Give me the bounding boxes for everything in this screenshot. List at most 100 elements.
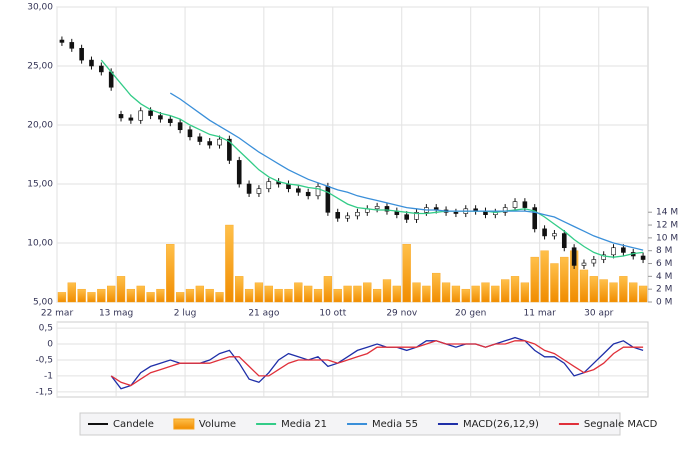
y2-tick-label: 8 M — [656, 246, 672, 256]
y-tick-label: -1,5 — [35, 387, 53, 397]
candle-body — [374, 206, 380, 210]
candle-body — [561, 233, 567, 249]
y2-tick-label: 14 M — [656, 208, 678, 218]
x-tick-label: 2 lug — [174, 309, 197, 319]
candle-body — [512, 201, 518, 208]
volume-bar — [441, 282, 451, 303]
volume-bar — [146, 292, 155, 303]
legend-label: Media 55 — [372, 419, 418, 430]
candle-body — [217, 138, 222, 146]
y-tick-label: 25,00 — [27, 62, 53, 72]
line-series — [100, 59, 644, 258]
candle-body — [296, 188, 301, 193]
candle-body — [167, 118, 173, 123]
candle-body — [552, 233, 557, 237]
candle-body — [118, 114, 124, 119]
candle-body — [158, 115, 163, 120]
price-panel — [56, 6, 649, 303]
volume-bar — [412, 282, 421, 303]
candle-body — [227, 138, 232, 161]
volume-bar — [195, 285, 204, 303]
volume-bar — [363, 282, 372, 303]
candle-body — [581, 262, 587, 266]
volume-bar — [353, 285, 362, 303]
candle-body — [197, 136, 203, 142]
volume-bar — [629, 282, 638, 303]
volume-bar — [235, 276, 244, 303]
y-tick-label: 5,00 — [33, 298, 53, 308]
volume-bar — [540, 250, 549, 303]
candle-body — [177, 122, 183, 131]
candle-body — [345, 215, 350, 219]
candle-body — [522, 201, 528, 208]
volume-bar — [67, 282, 76, 303]
volume-bar — [372, 288, 382, 303]
candle-body — [335, 212, 341, 219]
y2-tick-label: 12 M — [656, 221, 678, 231]
volume-bar — [638, 285, 648, 303]
x-tick-label: 22 mar — [41, 309, 74, 319]
legend-label: Segnale MACD — [584, 419, 658, 430]
candle-body — [207, 141, 212, 146]
volume-bar — [382, 279, 392, 303]
volume-bar — [294, 282, 303, 303]
y-tick-label: 20,00 — [27, 121, 53, 131]
volume-bar — [471, 285, 480, 303]
volume-bar — [343, 285, 352, 303]
candle-body — [571, 247, 577, 266]
volume-bar — [481, 282, 490, 303]
volume-bar — [392, 285, 401, 303]
volume-bar — [599, 279, 608, 303]
candle-body — [621, 247, 626, 253]
volume-bar — [619, 276, 628, 303]
volume-bar — [609, 282, 618, 303]
line-series — [169, 92, 644, 251]
volume-bar — [116, 276, 126, 303]
candle-body — [79, 47, 84, 61]
x-tick-label: 11 mar — [524, 309, 557, 319]
candle-body — [640, 255, 646, 260]
x-tick-label: 29 nov — [386, 309, 418, 319]
volume-bar — [422, 285, 431, 303]
candle-body — [384, 206, 390, 212]
volume-bar — [156, 288, 165, 303]
candle-body — [187, 129, 193, 138]
y2-tick-label: 0 M — [656, 298, 672, 308]
candle-body — [325, 186, 331, 213]
y2-tick-label: 2 M — [656, 285, 672, 295]
volume-bar — [491, 285, 500, 303]
x-tick-label: 10 ott — [319, 309, 346, 319]
candle-body — [414, 212, 419, 220]
y-tick-label: -1 — [44, 371, 53, 381]
volume-bar — [589, 276, 598, 303]
candle-body — [256, 188, 262, 194]
candle-body — [542, 228, 547, 237]
line-series — [110, 340, 644, 387]
candle-body — [355, 212, 360, 217]
y-tick-label: 15,00 — [27, 180, 53, 190]
candle-body — [236, 160, 242, 185]
legend-label: MACD(26,12,9) — [463, 419, 539, 430]
volume-bar — [166, 244, 175, 303]
volume-bar — [501, 279, 510, 303]
y-tick-label: -0,5 — [35, 355, 53, 365]
volume-bar — [254, 282, 264, 303]
volume-bar — [136, 285, 145, 303]
candle-body — [591, 259, 597, 264]
volume-bar — [284, 288, 293, 303]
candle-body — [611, 247, 616, 256]
candle-body — [69, 42, 75, 49]
volume-bar — [215, 292, 224, 303]
volume-bar — [550, 263, 559, 303]
candle-body — [404, 214, 409, 220]
candle-body — [453, 212, 459, 214]
volume-bar — [402, 244, 411, 303]
volume-bar — [87, 292, 96, 303]
volume-bar — [323, 276, 333, 303]
volume-bar — [333, 288, 342, 303]
candle-body — [246, 183, 252, 194]
volume-bar — [107, 285, 116, 303]
candle-body — [89, 59, 94, 67]
volume-bar — [77, 288, 86, 303]
volume-bar — [520, 282, 530, 303]
